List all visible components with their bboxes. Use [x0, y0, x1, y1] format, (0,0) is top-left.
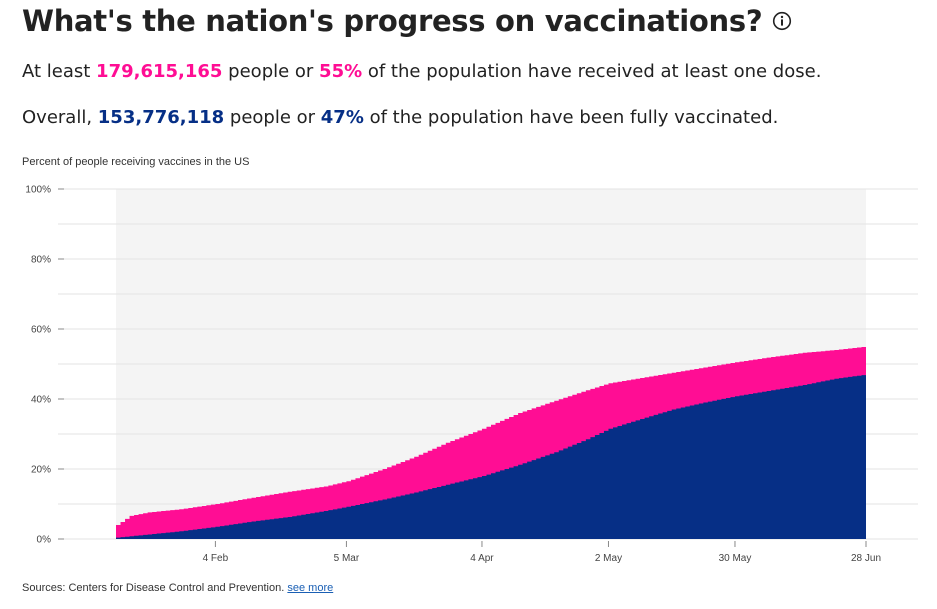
- source-line: Sources: Centers for Disease Control and…: [22, 582, 333, 594]
- fully-suffix: of the population have been fully vaccin…: [363, 107, 779, 128]
- one-dose-percent: 55%: [319, 61, 363, 82]
- one-dose-mid: people or: [222, 61, 320, 82]
- y-tick-label: 40%: [31, 395, 51, 406]
- y-tick-label: 60%: [31, 325, 51, 336]
- see-more-link[interactable]: see more: [287, 582, 334, 594]
- y-tick-label: 100%: [25, 185, 51, 196]
- fully-count: 153,776,118: [97, 107, 225, 128]
- y-tick-label: 20%: [31, 465, 51, 476]
- fully-vaccinated-area: [116, 374, 866, 539]
- fully-prefix: Overall,: [22, 107, 98, 128]
- x-tick-label: 30 May: [719, 553, 752, 564]
- x-tick-label: 4 Feb: [203, 553, 229, 564]
- x-tick-label: 28 Jun: [851, 553, 881, 564]
- one-dose-summary: At least 179,615,165 people or 55% of th…: [22, 61, 821, 82]
- one-dose-prefix: At least: [22, 61, 97, 82]
- y-tick-label: 80%: [31, 255, 51, 266]
- one-dose-count: 179,615,165: [96, 61, 223, 82]
- vaccination-chart: 0% 20% 40% 60% 80% 100% 4 Feb 5 Mar 4 Apr 2 May 30…: [25, 185, 918, 564]
- source-text: Sources: Centers for Disease Control and…: [22, 582, 285, 594]
- fully-percent: 47%: [320, 107, 364, 128]
- title-row: What's the nation's progress on vaccinat…: [22, 4, 792, 38]
- chart-title: Percent of people receiving vaccines in …: [22, 156, 250, 168]
- x-tick-label: 5 Mar: [334, 553, 360, 564]
- x-tick-label: 2 May: [595, 553, 622, 564]
- page-title: What's the nation's progress on vaccinat…: [22, 4, 763, 38]
- one-dose-suffix: of the population have received at least…: [362, 61, 822, 82]
- info-icon[interactable]: [772, 11, 792, 31]
- y-tick-label: 0%: [37, 535, 52, 546]
- fully-mid: people or: [224, 107, 321, 128]
- x-tick-label: 4 Apr: [470, 553, 494, 564]
- fully-vaccinated-summary: Overall, 153,776,118 people or 47% of th…: [22, 107, 778, 128]
